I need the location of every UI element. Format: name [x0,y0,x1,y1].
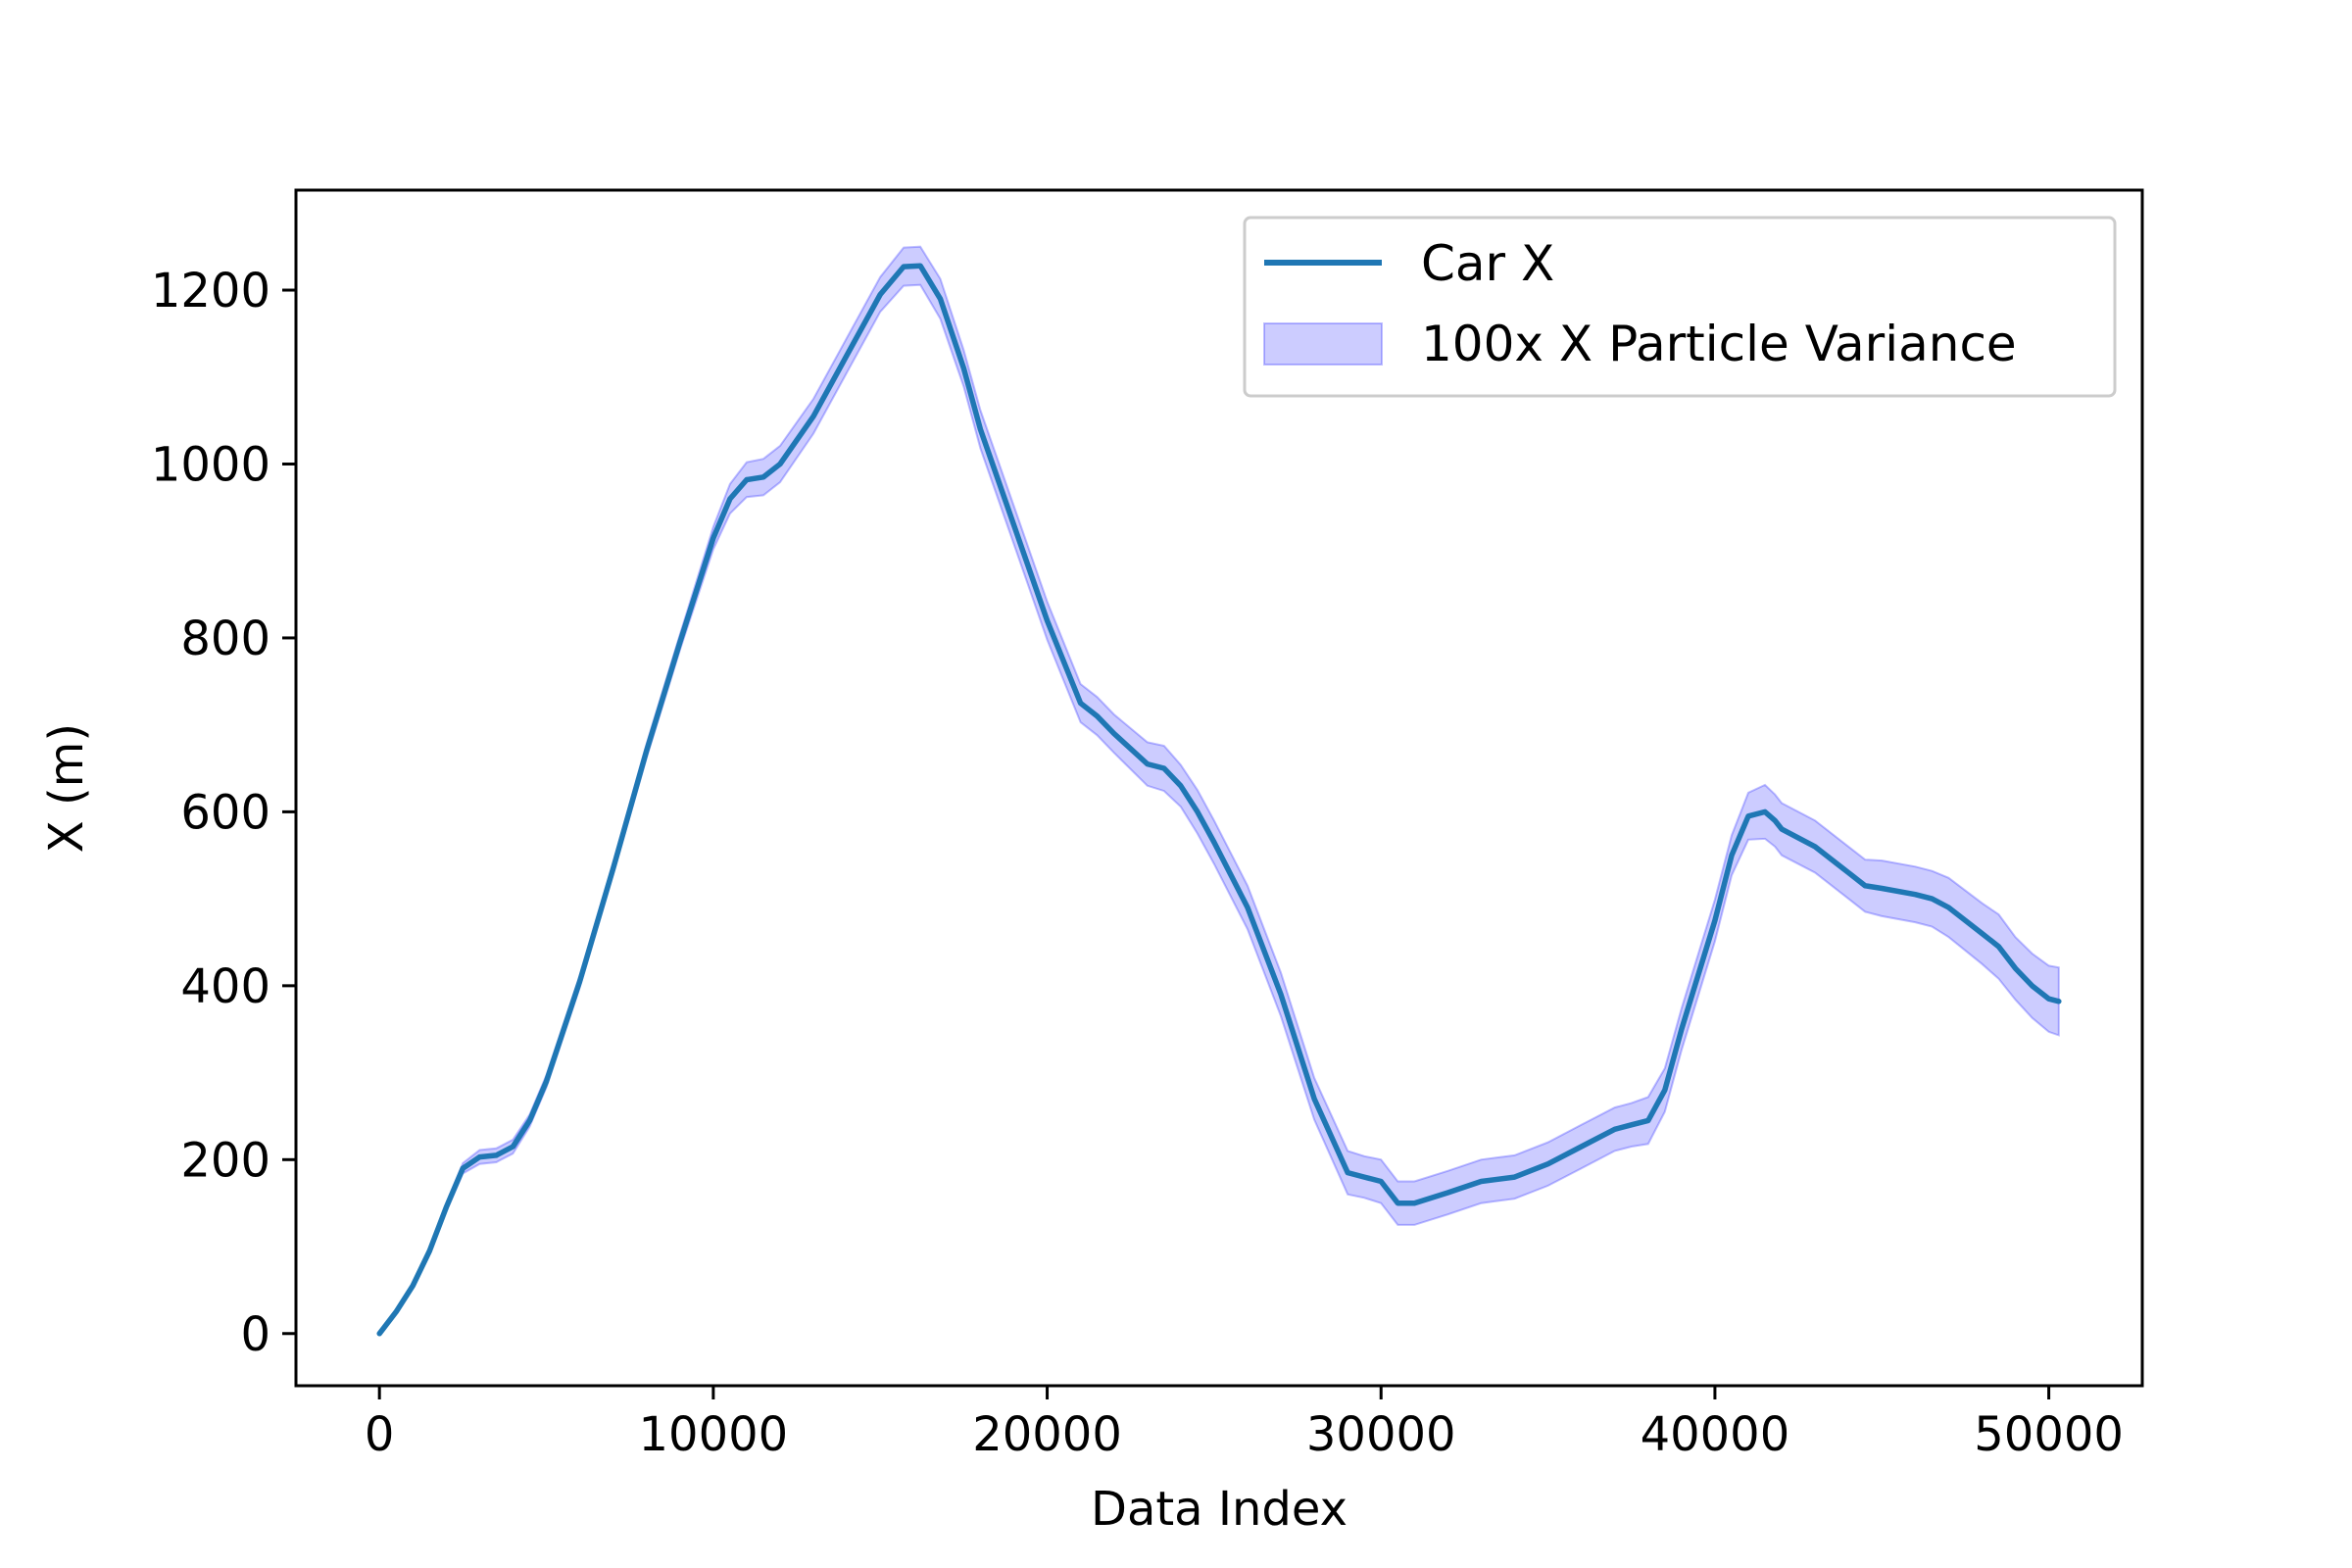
x-tick-label: 20000 [972,1407,1122,1462]
x-tick-label: 10000 [639,1407,789,1462]
legend-label-variance: 100x X Particle Variance [1421,316,2017,372]
y-tick-label: 0 [240,1307,270,1362]
x-tick-label: 40000 [1641,1407,1790,1462]
y-tick-label: 600 [180,785,270,840]
legend-label-car-x: Car X [1421,235,1554,292]
legend-swatch-variance [1263,322,1383,366]
x-axis-label: Data Index [1091,1482,1348,1537]
series-line-car-x [376,263,2062,1337]
x-tick-label: 50000 [1974,1407,2124,1462]
plot-area [376,245,2062,1337]
legend: Car X 100x X Particle Variance [1243,216,2117,398]
y-tick-label: 1000 [151,437,270,492]
y-axis-label: X (m) [39,723,94,853]
y-tick-label: 1200 [151,264,270,318]
y-tick-label: 400 [180,959,270,1014]
x-tick-label: 0 [365,1407,395,1462]
axes-frame [294,188,2144,1388]
x-tick-label: 30000 [1306,1407,1456,1462]
axes: 0 10000 20000 30000 40000 50000 0 200 400 600 800 1… [151,188,2144,1462]
y-tick-label: 200 [180,1133,270,1188]
y-tick-label: 800 [180,612,270,666]
legend-frame [1243,216,2117,398]
